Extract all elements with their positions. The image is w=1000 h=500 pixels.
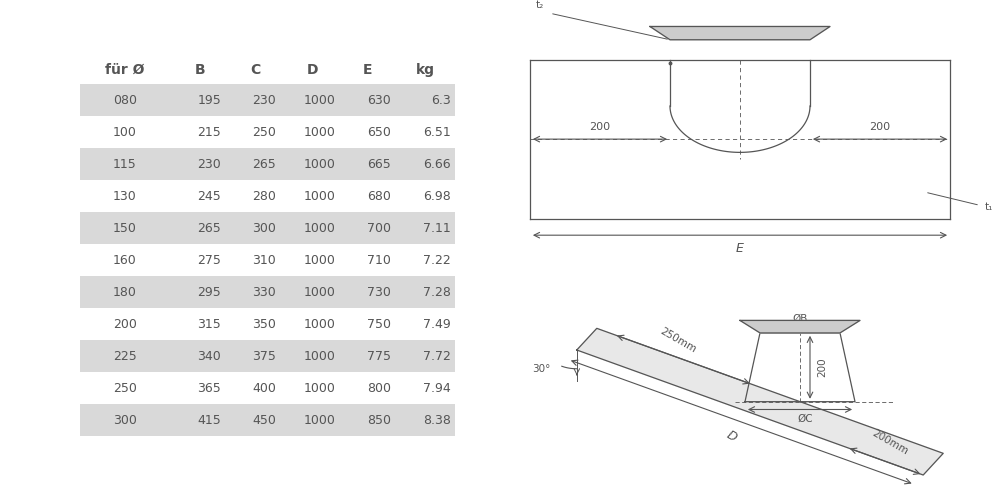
- Text: 265: 265: [252, 158, 276, 170]
- Text: C: C: [250, 63, 260, 77]
- Text: D: D: [307, 63, 318, 77]
- Text: 160: 160: [113, 254, 137, 266]
- Bar: [80, 340, 455, 372]
- Text: 1000: 1000: [304, 190, 336, 202]
- Text: 30°: 30°: [533, 364, 551, 374]
- Text: 850: 850: [367, 414, 391, 426]
- Text: 6.66: 6.66: [423, 158, 451, 170]
- Text: 1000: 1000: [304, 350, 336, 362]
- Text: 800: 800: [367, 382, 391, 394]
- Text: 730: 730: [367, 286, 391, 298]
- Text: 1000: 1000: [304, 222, 336, 234]
- Text: 300: 300: [113, 414, 137, 426]
- Text: 7.11: 7.11: [423, 222, 451, 234]
- Text: 710: 710: [367, 254, 391, 266]
- Text: 280: 280: [252, 190, 276, 202]
- Text: 195: 195: [197, 94, 221, 106]
- Text: 1000: 1000: [304, 286, 336, 298]
- Text: 200mm: 200mm: [870, 428, 910, 456]
- Text: 630: 630: [367, 94, 391, 106]
- Text: 1000: 1000: [304, 382, 336, 394]
- Text: 080: 080: [113, 94, 137, 106]
- Text: 665: 665: [367, 158, 391, 170]
- Text: 115: 115: [113, 158, 137, 170]
- Text: 275: 275: [197, 254, 221, 266]
- Polygon shape: [577, 328, 943, 475]
- Text: 650: 650: [367, 126, 391, 138]
- Text: 7.22: 7.22: [423, 254, 451, 266]
- Text: 1000: 1000: [304, 158, 336, 170]
- Text: D: D: [724, 428, 739, 444]
- Bar: [80, 148, 455, 180]
- Text: 200: 200: [818, 358, 828, 377]
- Text: für Ø: für Ø: [105, 63, 145, 77]
- Text: E: E: [363, 63, 372, 77]
- Text: 775: 775: [367, 350, 391, 362]
- Text: 100: 100: [113, 126, 137, 138]
- Bar: [80, 276, 455, 308]
- Bar: [80, 404, 455, 436]
- Text: 245: 245: [197, 190, 221, 202]
- Text: 230: 230: [252, 94, 276, 106]
- Text: 375: 375: [252, 350, 276, 362]
- Text: 8.38: 8.38: [423, 414, 451, 426]
- Text: 350: 350: [252, 318, 276, 330]
- Text: 6.3: 6.3: [431, 94, 451, 106]
- Text: 300: 300: [252, 222, 276, 234]
- Text: ØC: ØC: [797, 414, 813, 424]
- Text: t₁: t₁: [985, 202, 993, 212]
- Text: 250: 250: [113, 382, 137, 394]
- Text: 130: 130: [113, 190, 137, 202]
- Text: 400: 400: [252, 382, 276, 394]
- Text: 1000: 1000: [304, 414, 336, 426]
- Text: 700: 700: [367, 222, 391, 234]
- Text: ØB: ØB: [792, 314, 808, 324]
- Text: 1000: 1000: [304, 94, 336, 106]
- Text: 315: 315: [197, 318, 221, 330]
- Text: 7.49: 7.49: [423, 318, 451, 330]
- Text: 450: 450: [252, 414, 276, 426]
- Text: 295: 295: [197, 286, 221, 298]
- Polygon shape: [650, 26, 830, 40]
- Text: 1000: 1000: [304, 318, 336, 330]
- Text: 365: 365: [197, 382, 221, 394]
- Text: 415: 415: [197, 414, 221, 426]
- Text: 680: 680: [367, 190, 391, 202]
- Text: 1000: 1000: [304, 254, 336, 266]
- Text: B: B: [195, 63, 205, 77]
- Text: 1000: 1000: [304, 126, 336, 138]
- Text: 265: 265: [197, 222, 221, 234]
- Text: 225: 225: [113, 350, 137, 362]
- Text: t₂: t₂: [536, 0, 544, 10]
- Text: 7.94: 7.94: [423, 382, 451, 394]
- Text: 150: 150: [113, 222, 137, 234]
- Text: 7.72: 7.72: [423, 350, 451, 362]
- Text: 250: 250: [252, 126, 276, 138]
- Bar: [80, 84, 455, 116]
- Text: 200: 200: [113, 318, 137, 330]
- Text: 180: 180: [113, 286, 137, 298]
- Text: 6.98: 6.98: [423, 190, 451, 202]
- Text: 330: 330: [252, 286, 276, 298]
- Text: 310: 310: [252, 254, 276, 266]
- Text: 7.28: 7.28: [423, 286, 451, 298]
- Text: E: E: [736, 242, 744, 255]
- Text: 200: 200: [869, 122, 891, 132]
- Text: 215: 215: [197, 126, 221, 138]
- Text: 6.51: 6.51: [423, 126, 451, 138]
- Polygon shape: [740, 320, 860, 333]
- Text: 750: 750: [367, 318, 391, 330]
- Text: 230: 230: [197, 158, 221, 170]
- Bar: [80, 212, 455, 244]
- Text: 250mm: 250mm: [659, 326, 698, 355]
- Text: kg: kg: [416, 63, 435, 77]
- Text: 200: 200: [589, 122, 611, 132]
- Text: 340: 340: [197, 350, 221, 362]
